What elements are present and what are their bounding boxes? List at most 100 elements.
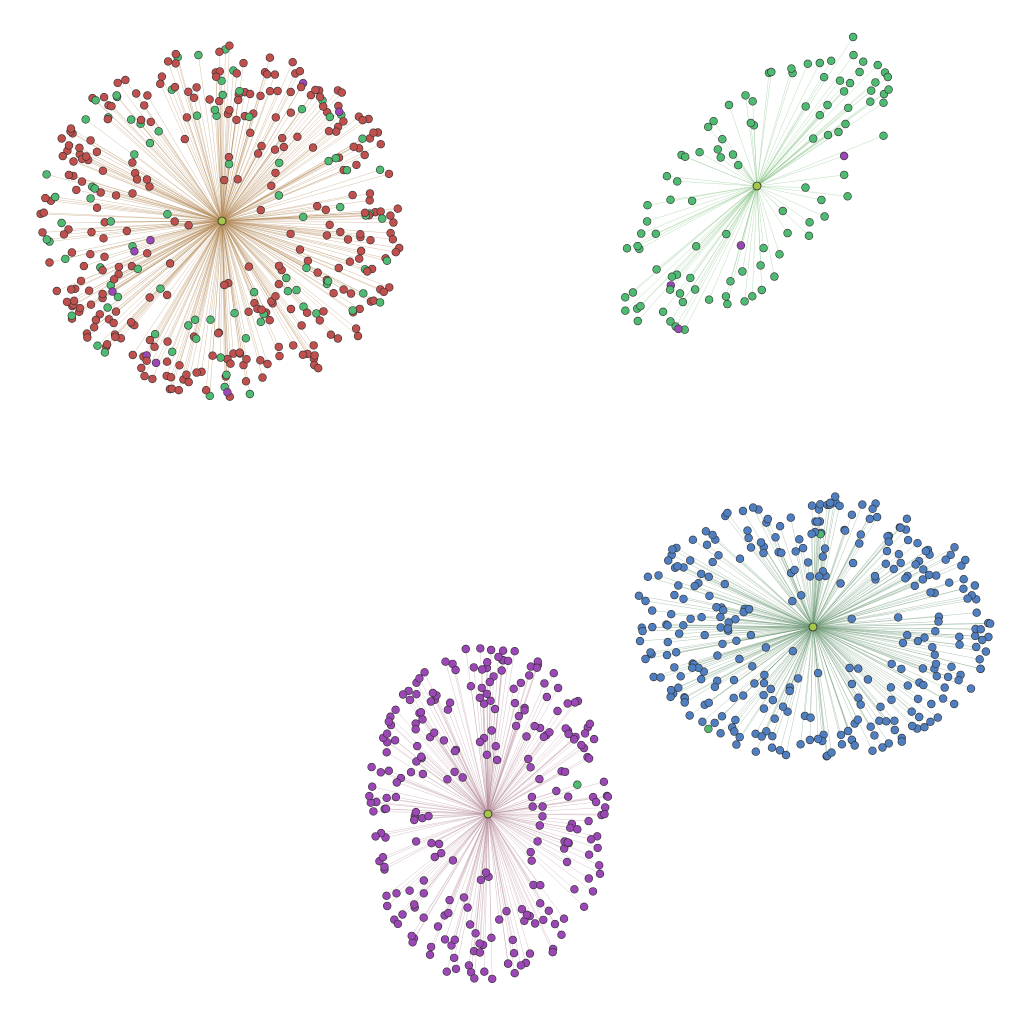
cluster-red-node-red[interactable] — [271, 113, 280, 122]
cluster-blue-node-blue[interactable] — [959, 574, 968, 584]
cluster-red-node-red[interactable] — [278, 133, 287, 143]
cluster-purple-node-purple[interactable] — [593, 843, 602, 853]
cluster-green-node-green[interactable] — [841, 119, 850, 129]
cluster-purple-node-purple[interactable] — [533, 837, 542, 846]
cluster-red-node-red[interactable] — [192, 368, 201, 377]
cluster-red-node-red[interactable] — [386, 211, 395, 220]
cluster-blue-node-blue[interactable] — [748, 662, 757, 671]
cluster-blue-node-blue[interactable] — [730, 727, 739, 736]
cluster-red-node-red[interactable] — [59, 230, 69, 239]
cluster-red-node-red[interactable] — [348, 190, 357, 200]
cluster-red-node-green[interactable] — [57, 218, 66, 228]
cluster-red-node-red[interactable] — [246, 128, 255, 138]
cluster-red-node-red[interactable] — [302, 308, 312, 317]
cluster-red-node-red[interactable] — [225, 105, 234, 115]
cluster-blue-node-blue[interactable] — [646, 648, 655, 657]
cluster-red-node-red[interactable] — [376, 207, 385, 216]
cluster-red-node-green[interactable] — [348, 306, 357, 315]
cluster-red-node-red[interactable] — [365, 189, 375, 198]
cluster-blue-node-blue[interactable] — [853, 715, 862, 724]
cluster-green-node-green[interactable] — [642, 217, 652, 226]
cluster-purple-node-purple[interactable] — [526, 763, 535, 772]
cluster-green-node-green[interactable] — [633, 316, 642, 326]
cluster-blue-node-blue[interactable] — [710, 682, 720, 692]
cluster-red-node-red[interactable] — [145, 182, 154, 191]
cluster-purple-node-purple[interactable] — [427, 838, 436, 848]
cluster-red-node-red[interactable] — [184, 87, 193, 97]
cluster-purple-node-purple[interactable] — [411, 807, 421, 817]
cluster-purple-node-purple[interactable] — [497, 666, 506, 675]
cluster-red-node-red[interactable] — [389, 218, 398, 227]
cluster-red-node-green[interactable] — [50, 192, 60, 202]
cluster-blue-node-blue[interactable] — [750, 679, 759, 688]
cluster-blue-node-blue[interactable] — [679, 621, 688, 630]
cluster-purple-node-purple[interactable] — [424, 811, 433, 821]
cluster-red-node-red[interactable] — [201, 386, 211, 395]
cluster-blue-node-blue[interactable] — [704, 572, 713, 581]
cluster-blue-node-blue[interactable] — [924, 570, 934, 580]
cluster-blue-node-blue[interactable] — [701, 527, 711, 536]
cluster-green-node-green[interactable] — [722, 229, 731, 239]
cluster-red-node-green[interactable] — [192, 111, 202, 120]
cluster-purple-node-purple[interactable] — [411, 725, 420, 734]
cluster-purple-node-purple[interactable] — [451, 964, 461, 974]
cluster-blue-node-blue[interactable] — [746, 543, 756, 552]
cluster-purple-node-purple[interactable] — [528, 802, 537, 811]
cluster-red-node-red[interactable] — [41, 193, 50, 203]
cluster-red-node-green[interactable] — [100, 348, 110, 357]
cluster-blue-node-blue[interactable] — [806, 713, 815, 722]
cluster-blue-node-blue[interactable] — [738, 506, 748, 516]
cluster-red-node-red[interactable] — [319, 102, 328, 111]
cluster-red-node-red[interactable] — [333, 334, 343, 343]
cluster-blue-node-blue[interactable] — [638, 626, 647, 636]
cluster-purple-node-purple[interactable] — [415, 674, 424, 683]
cluster-blue-node-blue[interactable] — [788, 646, 798, 656]
cluster-red-node-green[interactable] — [222, 370, 231, 379]
cluster-red-node-red[interactable] — [391, 248, 400, 257]
cluster-purple-node-purple[interactable] — [524, 671, 534, 680]
cluster-blue-node-blue[interactable] — [671, 648, 681, 657]
cluster-blue-node-blue[interactable] — [966, 684, 976, 693]
cluster-blue-node-blue[interactable] — [890, 716, 899, 725]
cluster-green-node-green[interactable] — [823, 130, 833, 140]
cluster-purple-node-purple[interactable] — [392, 889, 401, 898]
cluster-red-node-red[interactable] — [184, 221, 193, 230]
cluster-red-node-red[interactable] — [52, 286, 61, 296]
cluster-purple-node-purple[interactable] — [540, 679, 549, 688]
cluster-purple-node-purple[interactable] — [425, 950, 435, 959]
cluster-blue-node-blue[interactable] — [793, 674, 803, 683]
cluster-red-node-green[interactable] — [282, 273, 291, 283]
cluster-green-node-purple[interactable] — [839, 151, 849, 161]
cluster-green-node-green[interactable] — [873, 60, 882, 70]
cluster-blue-node-blue[interactable] — [744, 604, 754, 614]
cluster-purple-node-purple[interactable] — [480, 967, 489, 976]
cluster-red-node-green[interactable] — [210, 105, 220, 115]
cluster-blue-node-blue[interactable] — [813, 517, 822, 526]
cluster-purple-node-purple[interactable] — [442, 967, 451, 976]
cluster-blue-node-blue[interactable] — [735, 654, 744, 664]
cluster-purple-node-purple[interactable] — [384, 766, 393, 775]
cluster-red-node-green[interactable] — [150, 330, 160, 339]
cluster-blue-node-blue[interactable] — [731, 615, 740, 624]
cluster-purple-node-purple[interactable] — [445, 895, 454, 905]
cluster-blue-node-blue[interactable] — [870, 571, 880, 581]
cluster-purple-node-purple[interactable] — [509, 684, 518, 693]
cluster-blue-node-blue[interactable] — [976, 664, 985, 673]
cluster-red-node-green[interactable] — [163, 210, 172, 219]
cluster-blue-node-blue[interactable] — [976, 625, 985, 634]
cluster-red-node-red[interactable] — [339, 117, 348, 126]
cluster-red-node-red[interactable] — [313, 201, 322, 211]
cluster-blue-node-blue[interactable] — [686, 614, 695, 624]
cluster-green-node-green[interactable] — [770, 272, 779, 281]
cluster-blue-node-blue[interactable] — [884, 537, 893, 546]
cluster-purple-node-purple[interactable] — [412, 689, 421, 699]
cluster-green-node-green[interactable] — [675, 289, 685, 298]
cluster-purple-node-purple[interactable] — [494, 652, 503, 662]
cluster-green-node-green[interactable] — [666, 317, 675, 326]
cluster-blue-node-blue[interactable] — [881, 717, 891, 726]
cluster-red-node-red[interactable] — [329, 289, 338, 298]
cluster-red-node-green[interactable] — [299, 302, 308, 311]
cluster-purple-node-purple[interactable] — [471, 929, 480, 938]
cluster-blue-node-blue[interactable] — [798, 543, 808, 553]
cluster-green-node-green[interactable] — [733, 161, 743, 170]
